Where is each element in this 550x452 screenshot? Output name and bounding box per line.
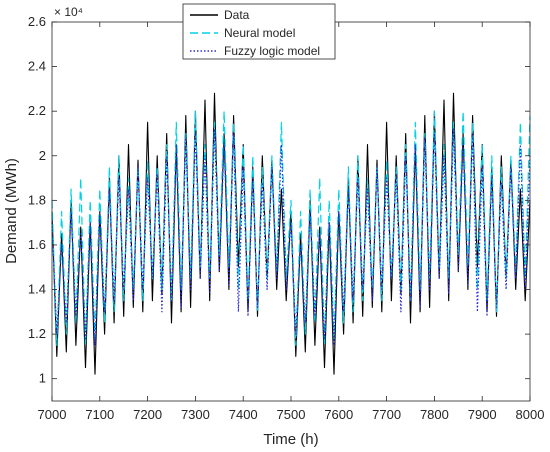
x-tick-label: 7500 xyxy=(277,407,306,422)
x-axis-title: Time (h) xyxy=(263,431,318,448)
y-tick-label: 2.2 xyxy=(28,103,46,118)
y-tick-label: 2.6 xyxy=(28,14,46,29)
x-tick-label: 7100 xyxy=(85,407,114,422)
legend-label: Fuzzy logic model xyxy=(224,44,320,58)
y-tick-label: 1.8 xyxy=(28,192,46,207)
x-tick-label: 7000 xyxy=(38,407,67,422)
x-tick-label: 7600 xyxy=(324,407,353,422)
series-layer xyxy=(51,92,531,375)
x-tick-label: 7700 xyxy=(372,407,401,422)
legend-label: Neural model xyxy=(224,26,295,40)
y-axis-title: Demand (MWh) xyxy=(3,158,20,264)
legend-box xyxy=(182,3,336,60)
legend-label: Data xyxy=(224,8,250,22)
x-tick-label: 8000 xyxy=(516,407,545,422)
y-tick-label: 1.4 xyxy=(28,282,46,297)
x-tick-label: 7200 xyxy=(133,407,162,422)
series-line-fuzzy-logic-model xyxy=(51,128,531,346)
legend: Data Neural model Fuzzy logic model xyxy=(182,3,336,60)
x-tick-label: 7400 xyxy=(229,407,258,422)
y-tick-label: 1.6 xyxy=(28,237,46,252)
y-tick-label: 1 xyxy=(39,371,46,386)
y-tick-label: 2.4 xyxy=(28,59,46,74)
y-tick-label: 2 xyxy=(39,148,46,163)
y-tick-label: 1.2 xyxy=(28,326,46,341)
x-tick-label: 7900 xyxy=(468,407,497,422)
y-exponent-label: × 10⁴ xyxy=(54,5,83,19)
ticks-layer: 7000 7100 7200 7300 7400 7500 7600 7700 7800 7900… xyxy=(28,14,545,422)
x-tick-label: 7300 xyxy=(181,407,210,422)
x-tick-label: 7800 xyxy=(420,407,449,422)
